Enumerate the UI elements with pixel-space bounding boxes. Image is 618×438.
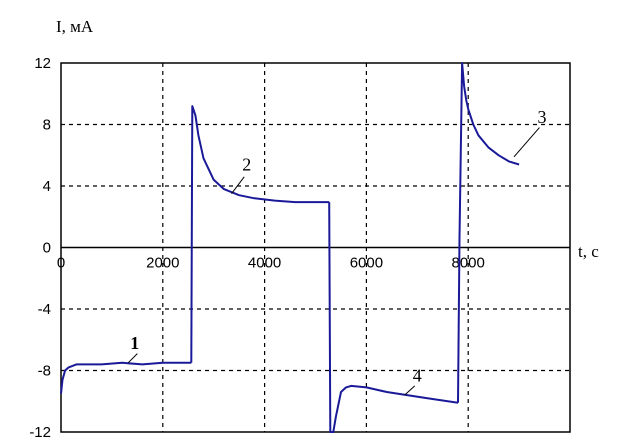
- series-line-1: [60, 361, 192, 394]
- x-tick-label: 6000: [350, 255, 383, 272]
- y-tick-label: -8: [38, 363, 51, 380]
- y-tick-label: 12: [34, 55, 51, 72]
- curve-label-3: 3: [538, 107, 547, 127]
- curve-labels: 1 2 4 3: [127, 107, 547, 396]
- x-tick-label: 4000: [248, 255, 281, 272]
- series-lines: [60, 62, 520, 433]
- y-tick-label: 0: [43, 240, 51, 257]
- y-tick-label: 8: [43, 117, 51, 134]
- curve-label-2: 2: [242, 155, 251, 175]
- curve-leader-3: [513, 127, 540, 158]
- curve-leader-1: [127, 353, 138, 364]
- axes: [60, 62, 571, 433]
- series-line-2: [190, 105, 330, 363]
- y-axis-title: I, мА: [56, 17, 94, 36]
- x-tick-label: 0: [57, 255, 65, 272]
- curve-leader-2: [231, 176, 245, 194]
- y-tick-label: -4: [38, 301, 51, 318]
- series-line-3: [457, 62, 520, 403]
- series-line-4: [328, 202, 459, 433]
- x-tick-label: 2000: [146, 255, 179, 272]
- x-tick-label: 8000: [452, 255, 485, 272]
- y-tick-label: -12: [29, 424, 51, 438]
- curve-label-1: 1: [130, 333, 139, 353]
- x-axis-title: t, с: [578, 242, 599, 261]
- curve-label-4: 4: [413, 365, 422, 385]
- curve-leader-4: [404, 385, 416, 396]
- y-tick-label: 4: [43, 178, 51, 195]
